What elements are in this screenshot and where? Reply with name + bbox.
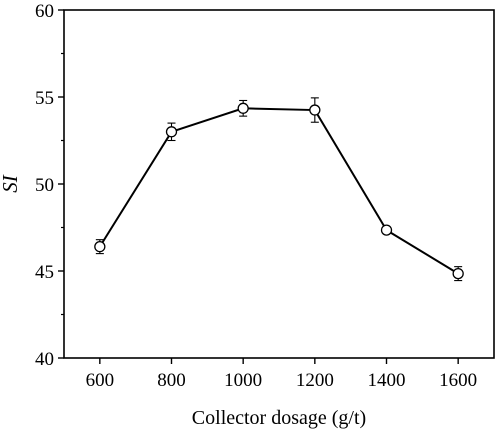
y-tick-label: 60 [35,1,54,22]
data-point [94,240,106,253]
y-tick-label: 55 [35,88,54,109]
x-tick-label: 1200 [296,370,334,391]
y-tick-label: 45 [35,262,54,283]
data-point [452,267,464,280]
y-axis-ticks: 40 45 50 55 60 [35,1,64,370]
data-point [165,126,178,138]
x-tick-label: 1600 [439,370,477,391]
x-tick-label: 600 [86,370,115,391]
x-tick-label: 800 [157,370,186,391]
data-point [380,224,393,236]
series-line [98,107,459,275]
x-tick-label: 1000 [224,370,262,391]
plot-frame [63,9,495,359]
series-layer [94,97,464,282]
x-axis-label: Collector dosage (g/t) [192,407,366,429]
y-tick-label: 40 [35,349,54,370]
data-point [237,102,249,114]
y-axis-label: SI [0,174,22,193]
y-tick-label: 50 [35,175,54,196]
x-axis-ticks: 600 800 1000 1200 1400 1600 [86,358,477,391]
data-point [309,104,321,116]
x-tick-label: 1400 [368,370,406,391]
